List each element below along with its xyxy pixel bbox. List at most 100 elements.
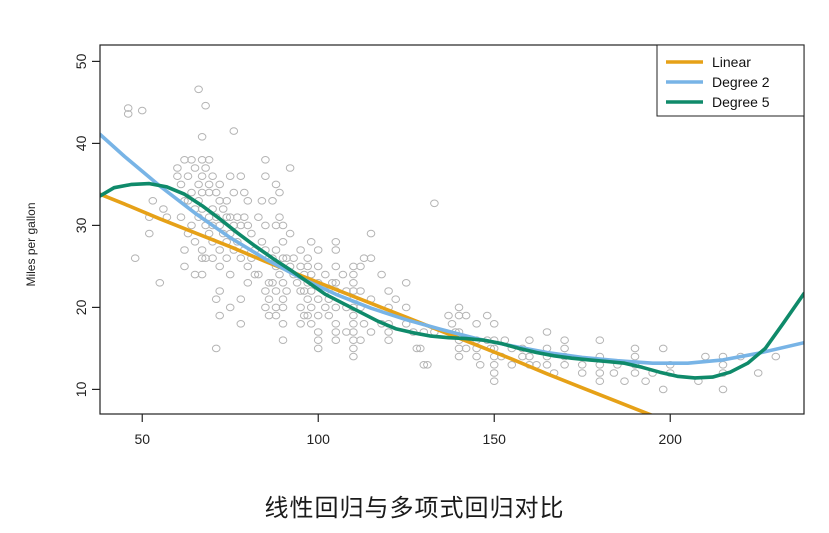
data-point xyxy=(204,188,214,197)
data-point xyxy=(401,303,411,312)
data-point xyxy=(299,287,309,295)
data-point xyxy=(454,303,464,312)
data-point xyxy=(278,320,288,328)
data-point xyxy=(201,101,210,110)
data-point xyxy=(461,344,471,353)
data-point xyxy=(261,287,270,295)
data-point xyxy=(313,262,323,271)
data-point xyxy=(292,279,302,287)
fit-line-degree-5 xyxy=(100,181,804,380)
data-point xyxy=(349,352,358,361)
data-point xyxy=(349,336,358,345)
y-tick-label: 10 xyxy=(73,381,89,397)
data-point xyxy=(641,377,650,386)
axes: 50 100 150 200 10 20 30 40 50 Miles per gallon xyxy=(24,44,805,447)
data-point xyxy=(630,344,640,353)
data-point xyxy=(609,369,619,377)
data-point xyxy=(595,336,605,345)
data-point xyxy=(349,262,358,271)
data-point xyxy=(753,369,763,377)
data-point xyxy=(366,254,376,263)
data-point xyxy=(560,361,569,369)
data-point xyxy=(225,172,235,180)
data-point xyxy=(222,254,231,263)
data-point xyxy=(264,311,274,320)
data-point xyxy=(268,197,277,205)
data-point xyxy=(278,221,288,230)
data-point xyxy=(384,328,393,336)
data-point xyxy=(215,311,224,320)
data-point xyxy=(180,262,189,271)
data-point xyxy=(197,172,207,180)
data-point xyxy=(201,164,210,172)
data-point xyxy=(416,344,425,353)
data-point xyxy=(215,262,224,271)
data-point xyxy=(261,172,270,180)
data-point xyxy=(356,287,365,295)
data-point xyxy=(331,328,341,336)
data-point xyxy=(197,133,207,141)
data-point xyxy=(331,336,341,345)
data-point xyxy=(525,336,534,345)
data-point xyxy=(419,361,429,369)
data-point xyxy=(180,246,189,254)
fit-line-linear xyxy=(100,192,654,414)
data-point xyxy=(271,246,281,254)
data-point xyxy=(296,262,305,271)
data-point xyxy=(208,172,217,180)
data-point xyxy=(190,238,200,246)
data-point xyxy=(201,254,210,263)
data-point xyxy=(560,336,569,345)
data-point xyxy=(190,270,200,279)
data-point xyxy=(489,320,499,328)
data-point xyxy=(349,344,358,353)
data-point xyxy=(296,287,305,295)
data-point xyxy=(658,385,668,394)
data-point xyxy=(180,156,189,164)
data-point xyxy=(261,303,270,312)
data-point xyxy=(197,270,207,279)
data-point xyxy=(321,303,330,312)
data-point xyxy=(423,361,432,369)
data-point xyxy=(349,328,358,336)
data-point xyxy=(454,352,464,361)
data-point xyxy=(475,361,485,369)
data-point xyxy=(349,270,358,279)
data-point xyxy=(243,221,253,230)
data-point xyxy=(261,221,270,230)
data-point xyxy=(366,229,376,238)
data-point xyxy=(264,295,274,304)
data-point xyxy=(338,270,348,279)
data-point xyxy=(401,279,411,287)
data-point xyxy=(278,279,288,287)
data-point xyxy=(271,287,281,295)
data-point xyxy=(303,262,313,271)
data-point xyxy=(197,246,207,254)
data-point xyxy=(349,320,358,328)
data-point xyxy=(176,180,186,189)
data-point xyxy=(254,213,263,221)
fit-lines xyxy=(100,132,804,414)
data-point xyxy=(278,238,288,246)
data-point xyxy=(331,320,341,328)
data-point xyxy=(701,352,710,361)
legend-label: Degree 2 xyxy=(712,74,770,90)
data-point xyxy=(359,254,369,263)
data-point xyxy=(306,238,316,246)
data-point xyxy=(630,369,640,377)
data-point xyxy=(211,295,221,304)
data-point xyxy=(215,197,224,205)
data-point xyxy=(630,352,640,361)
data-point xyxy=(159,205,168,213)
data-point xyxy=(218,205,228,213)
data-point xyxy=(296,246,305,254)
data-point xyxy=(123,104,133,112)
data-point xyxy=(236,320,246,328)
data-point xyxy=(377,270,386,279)
data-point xyxy=(278,295,288,304)
y-axis-label: Miles per gallon xyxy=(24,202,38,286)
x-tick-label: 150 xyxy=(483,431,507,447)
data-point xyxy=(236,221,246,230)
data-point xyxy=(595,369,605,377)
data-point xyxy=(542,361,552,369)
